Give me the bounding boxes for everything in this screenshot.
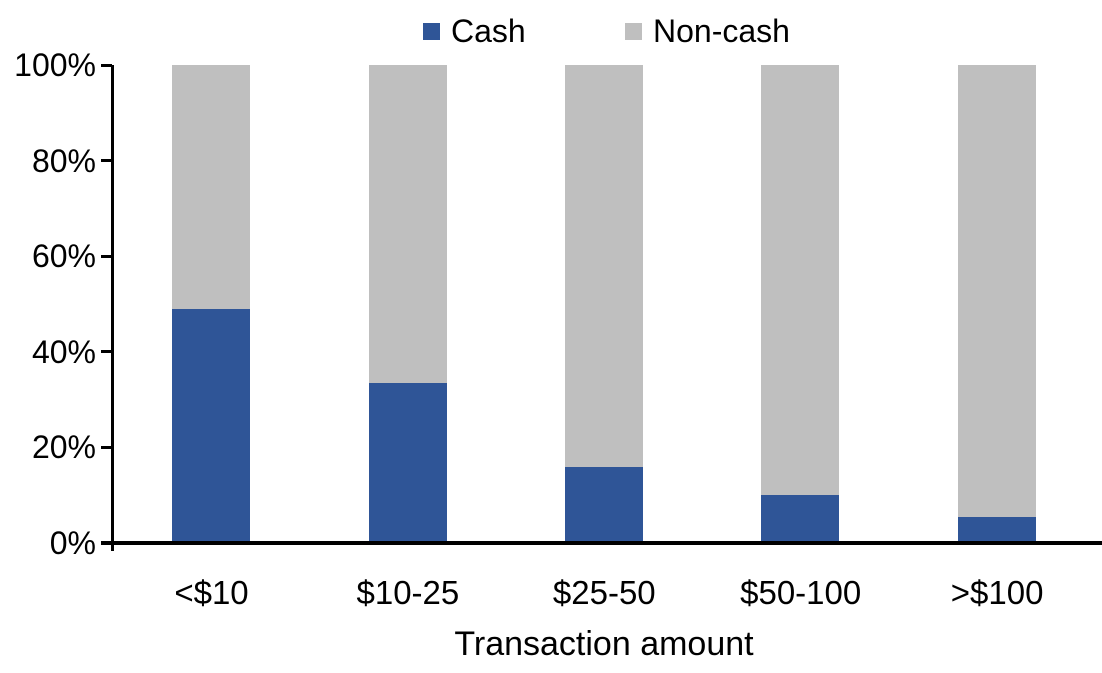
legend-label-cash: Cash <box>451 13 526 49</box>
legend-item-cash: Cash <box>423 14 526 48</box>
x-axis-title: Transaction amount <box>454 625 754 663</box>
legend-label-noncash: Non-cash <box>653 13 790 49</box>
y-tick-mark <box>101 159 112 163</box>
y-tick-mark <box>101 445 112 449</box>
bar-segment-cash-4 <box>957 516 1036 543</box>
x-axis-line <box>101 541 1102 545</box>
bar-segment-cash-1 <box>368 382 447 543</box>
y-tick-mark <box>101 63 112 67</box>
bar-segment-non-cash-2 <box>565 65 643 467</box>
y-tick-label: 20% <box>31 429 96 466</box>
y-tick-label: 0% <box>49 525 96 561</box>
x-category-label: $25-50 <box>552 574 656 611</box>
x-category-label: >$100 <box>950 574 1044 611</box>
y-tick-mark <box>101 350 112 354</box>
y-tick-label: 40% <box>31 333 96 370</box>
bar-segment-cash-3 <box>761 495 840 543</box>
legend-item-noncash: Non-cash <box>625 14 790 48</box>
x-category-label: $10-25 <box>356 574 460 611</box>
x-category-label: <$10 <box>174 574 249 611</box>
bar-segment-non-cash-4 <box>957 65 1036 517</box>
y-tick-mark <box>101 254 112 258</box>
noncash-swatch-icon <box>625 22 642 40</box>
cash-swatch-icon <box>423 22 440 40</box>
bar-segment-non-cash-0 <box>172 65 251 309</box>
y-tick-label: 80% <box>31 142 96 179</box>
bar-segment-non-cash-3 <box>761 65 840 496</box>
bar-segment-cash-2 <box>565 466 643 543</box>
bar-segment-cash-0 <box>172 308 251 543</box>
x-category-label: $50-100 <box>740 574 862 611</box>
bar-segment-non-cash-1 <box>368 65 447 383</box>
y-tick-label: 100% <box>14 47 96 83</box>
y-tick-label: 60% <box>31 238 96 275</box>
y-axis-line <box>111 65 114 551</box>
